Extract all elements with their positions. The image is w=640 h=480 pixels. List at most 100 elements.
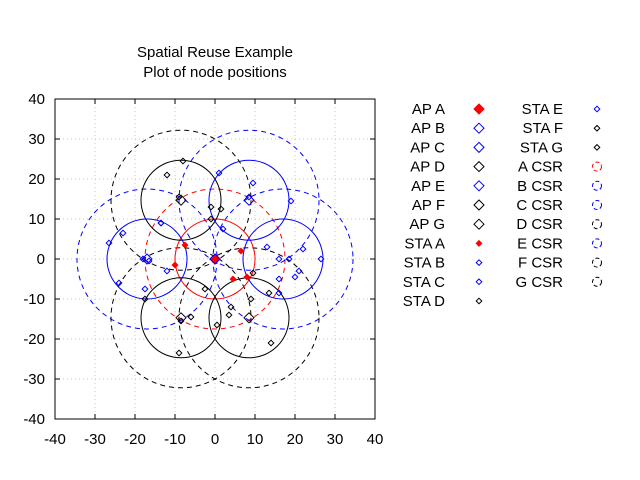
data-point <box>243 194 255 206</box>
legend-label: AP C <box>410 139 445 156</box>
legend-marker <box>592 238 602 249</box>
data-point <box>209 253 221 265</box>
data-point <box>201 285 209 293</box>
legend-label: STA F <box>522 120 563 137</box>
data-point <box>265 289 273 297</box>
x-tick-label: -40 <box>44 431 66 448</box>
x-tick-label: 0 <box>211 431 219 448</box>
data-point <box>163 171 171 179</box>
data-point <box>275 275 283 283</box>
legend-marker <box>592 161 602 172</box>
data-point <box>175 349 183 357</box>
legend-marker <box>475 297 483 305</box>
coverage-circle <box>174 218 256 300</box>
data-point <box>219 225 227 233</box>
data-point <box>249 179 257 187</box>
csr-circle <box>110 247 252 389</box>
legend-label: STA G <box>520 139 563 156</box>
data-point <box>181 241 189 249</box>
data-point <box>275 255 283 263</box>
legend-label: STA A <box>404 235 445 252</box>
data-point <box>207 215 215 223</box>
data-point <box>119 229 127 237</box>
data-point <box>267 339 275 347</box>
data-point <box>175 312 187 324</box>
data-point <box>225 311 233 319</box>
legend: AP A AP B AP C AP D AP E AP F AP G STA A STA B ST… <box>403 101 602 310</box>
chart-title: Spatial Reuse Example <box>137 44 293 61</box>
y-tick-label: 30 <box>28 131 45 148</box>
legend-marker <box>592 276 602 287</box>
legend-marker <box>592 200 602 210</box>
legend-label: STA D <box>403 293 445 310</box>
data-point <box>139 255 147 263</box>
data-point <box>207 203 215 211</box>
axis-ticks: -40 -30 -20 -10 0 10 20 30 40 -40 -30 -20 -10 0 10 20 30… <box>23 91 383 448</box>
x-tick-label: -10 <box>164 431 186 448</box>
data-point <box>287 197 295 205</box>
data-point <box>299 245 307 253</box>
data-point <box>317 255 325 263</box>
y-tick-label: 20 <box>28 171 45 188</box>
legend-marker <box>473 103 485 115</box>
data-point <box>213 321 221 329</box>
coverage-circle <box>242 218 324 300</box>
legend-marker <box>593 124 601 132</box>
data-point <box>247 295 255 303</box>
legend-marker <box>473 122 485 134</box>
data-point <box>243 273 251 281</box>
x-tick-label: -20 <box>124 431 146 448</box>
data-point <box>105 239 113 247</box>
y-tick-label: 40 <box>28 91 45 108</box>
data-point <box>157 219 165 227</box>
legend-label: E CSR <box>517 235 563 252</box>
legend-marker <box>475 239 483 247</box>
circle-layer <box>76 129 354 389</box>
legend-label: F CSR <box>518 255 563 272</box>
data-point <box>237 247 245 255</box>
legend-marker <box>592 257 602 268</box>
data-point <box>275 289 283 297</box>
data-point <box>249 269 257 277</box>
data-point <box>229 275 237 283</box>
data-point <box>263 243 271 251</box>
data-point <box>145 257 153 265</box>
coverage-circle <box>140 277 222 359</box>
y-tick-label: 0 <box>37 251 45 268</box>
legend-label: STA C <box>403 274 445 291</box>
x-tick-label: -30 <box>84 431 106 448</box>
data-point <box>141 285 149 293</box>
legend-label: AP G <box>409 216 445 233</box>
data-point <box>171 261 179 269</box>
y-tick-label: -40 <box>23 411 45 428</box>
legend-marker <box>473 218 485 230</box>
chart-subtitle: Plot of node positions <box>143 64 286 81</box>
legend-label: D CSR <box>516 216 563 233</box>
legend-marker <box>475 278 483 286</box>
y-tick-label: -30 <box>23 371 45 388</box>
legend-marker <box>473 180 485 192</box>
data-point <box>215 169 223 177</box>
data-point <box>295 267 303 275</box>
y-tick-label: 10 <box>28 211 45 228</box>
csr-circle <box>110 129 252 271</box>
coverage-circle <box>106 218 188 300</box>
legend-marker <box>593 143 601 151</box>
y-tick-label: -20 <box>23 331 45 348</box>
data-point <box>163 267 171 275</box>
data-point <box>291 273 299 281</box>
data-point <box>217 205 225 213</box>
legend-label: AP A <box>412 101 445 118</box>
legend-marker <box>473 199 485 211</box>
legend-marker <box>475 259 483 267</box>
data-point <box>187 313 195 321</box>
legend-label: B CSR <box>517 178 563 195</box>
x-tick-label: 40 <box>367 431 384 448</box>
legend-marker <box>592 180 602 191</box>
legend-label: AP D <box>410 159 445 176</box>
data-point <box>175 193 183 201</box>
csr-circle <box>178 247 320 389</box>
legend-label: C CSR <box>516 197 563 214</box>
legend-label: AP E <box>411 178 445 195</box>
